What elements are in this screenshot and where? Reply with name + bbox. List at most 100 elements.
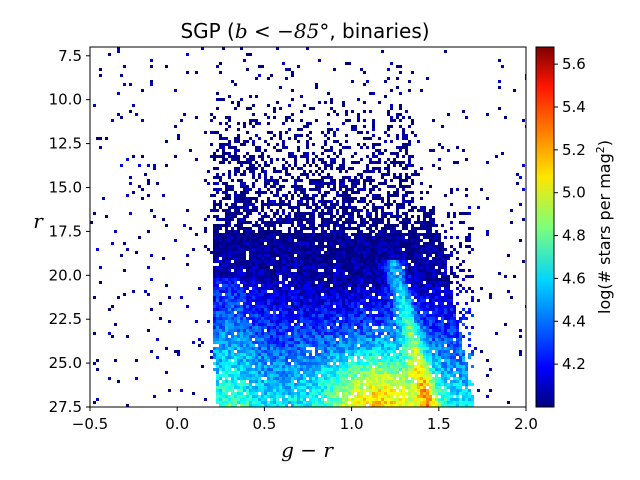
density-point bbox=[216, 239, 219, 242]
density-point bbox=[222, 380, 225, 383]
density-point bbox=[222, 239, 225, 242]
density-point bbox=[261, 320, 264, 323]
density-point bbox=[216, 227, 219, 230]
density-point bbox=[216, 338, 219, 341]
density-point bbox=[369, 395, 372, 398]
density-point bbox=[213, 176, 216, 179]
density-point bbox=[402, 332, 405, 335]
density-point bbox=[285, 269, 288, 272]
density-point bbox=[399, 383, 402, 386]
density-point bbox=[222, 317, 225, 320]
density-point bbox=[258, 257, 261, 260]
density-point bbox=[378, 329, 381, 332]
density-point bbox=[297, 179, 300, 182]
density-point bbox=[249, 161, 252, 164]
density-point bbox=[381, 173, 384, 176]
density-point bbox=[285, 215, 288, 218]
density-point bbox=[375, 296, 378, 299]
density-point bbox=[216, 65, 219, 68]
density-point bbox=[333, 140, 336, 143]
density-point bbox=[312, 344, 315, 347]
density-point bbox=[309, 224, 312, 227]
density-point bbox=[297, 266, 300, 269]
density-point bbox=[372, 269, 375, 272]
density-point bbox=[252, 275, 255, 278]
density-point bbox=[288, 305, 291, 308]
density-point bbox=[366, 353, 369, 356]
density-point bbox=[402, 368, 405, 371]
density-point bbox=[405, 332, 408, 335]
density-point bbox=[294, 179, 297, 182]
density-point bbox=[396, 269, 399, 272]
density-point bbox=[270, 356, 273, 359]
density-point bbox=[318, 383, 321, 386]
density-point bbox=[261, 233, 264, 236]
density-point bbox=[273, 179, 276, 182]
density-point bbox=[321, 233, 324, 236]
density-point bbox=[393, 242, 396, 245]
density-point bbox=[312, 152, 315, 155]
density-point bbox=[333, 380, 336, 383]
density-point bbox=[231, 383, 234, 386]
density-point bbox=[273, 350, 276, 353]
density-point bbox=[357, 383, 360, 386]
density-point bbox=[297, 176, 300, 179]
density-point bbox=[267, 239, 270, 242]
density-point bbox=[354, 287, 357, 290]
density-point bbox=[375, 221, 378, 224]
density-point bbox=[234, 242, 237, 245]
density-point bbox=[351, 290, 354, 293]
density-point bbox=[369, 389, 372, 392]
density-point bbox=[345, 206, 348, 209]
density-point bbox=[399, 362, 402, 365]
density-point bbox=[162, 257, 165, 260]
density-point bbox=[216, 347, 219, 350]
density-point bbox=[276, 329, 279, 332]
density-point bbox=[369, 290, 372, 293]
density-point bbox=[324, 167, 327, 170]
density-point bbox=[258, 329, 261, 332]
density-point bbox=[234, 206, 237, 209]
density-point bbox=[213, 284, 216, 287]
density-point bbox=[327, 344, 330, 347]
density-point bbox=[393, 194, 396, 197]
density-point bbox=[351, 392, 354, 395]
density-point bbox=[231, 80, 234, 83]
density-point bbox=[387, 266, 390, 269]
density-point bbox=[306, 362, 309, 365]
density-point bbox=[282, 251, 285, 254]
density-point bbox=[303, 287, 306, 290]
density-point bbox=[225, 209, 228, 212]
density-point bbox=[225, 278, 228, 281]
density-point bbox=[357, 338, 360, 341]
density-point bbox=[234, 152, 237, 155]
density-point bbox=[267, 374, 270, 377]
density-point bbox=[381, 212, 384, 215]
density-point bbox=[354, 389, 357, 392]
density-point bbox=[249, 353, 252, 356]
density-point bbox=[225, 320, 228, 323]
density-point bbox=[396, 194, 399, 197]
density-point bbox=[327, 236, 330, 239]
density-point bbox=[402, 227, 405, 230]
density-point bbox=[354, 362, 357, 365]
density-point bbox=[303, 386, 306, 389]
density-point bbox=[366, 266, 369, 269]
density-point bbox=[339, 302, 342, 305]
density-point bbox=[393, 266, 396, 269]
density-point bbox=[147, 230, 150, 233]
density-point bbox=[321, 350, 324, 353]
density-point bbox=[306, 356, 309, 359]
density-point bbox=[366, 248, 369, 251]
density-point bbox=[303, 284, 306, 287]
density-point bbox=[372, 305, 375, 308]
density-point bbox=[399, 230, 402, 233]
density-point bbox=[267, 299, 270, 302]
density-point bbox=[378, 335, 381, 338]
density-point bbox=[291, 209, 294, 212]
density-point bbox=[213, 167, 216, 170]
density-point bbox=[348, 206, 351, 209]
density-point bbox=[405, 293, 408, 296]
density-point bbox=[276, 251, 279, 254]
